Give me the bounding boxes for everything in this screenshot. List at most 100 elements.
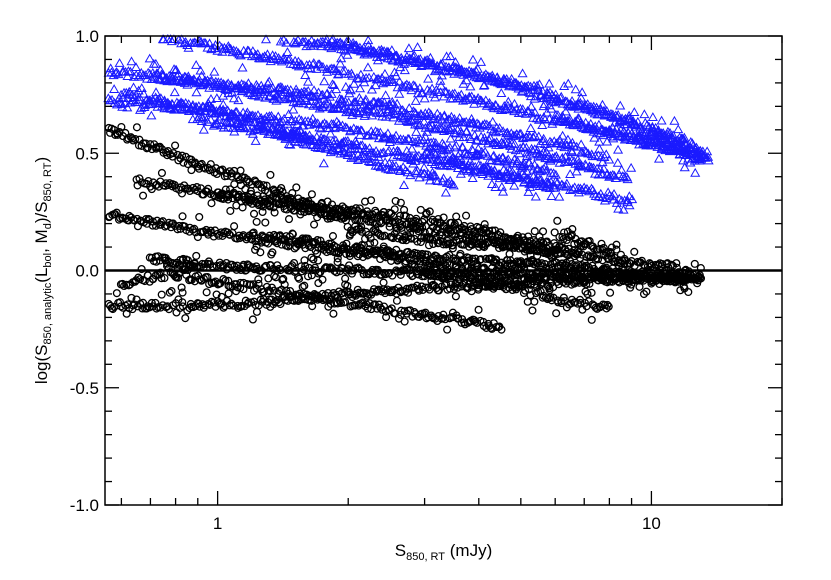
triangle-point: [547, 96, 559, 106]
triangle-point: [141, 73, 153, 83]
circle-point: [248, 229, 257, 238]
triangle-point: [187, 99, 198, 109]
circle-point: [635, 282, 644, 291]
triangle-point: [366, 84, 378, 94]
circle-point: [402, 236, 411, 245]
circle-point: [266, 170, 275, 179]
triangle-point: [326, 43, 337, 53]
y-axis-label-sub: d: [42, 223, 54, 229]
triangle-point: [594, 136, 605, 146]
circle-point: [680, 284, 689, 293]
triangle-point: [538, 146, 549, 156]
triangle-point: [335, 58, 346, 68]
circle-point: [532, 289, 541, 298]
triangle-point: [525, 81, 536, 91]
circle-point: [529, 257, 538, 266]
triangle-point: [444, 142, 455, 152]
triangle-point: [496, 181, 507, 191]
circle-point: [445, 284, 455, 293]
triangle-point: [256, 112, 267, 122]
triangle-point: [262, 124, 273, 134]
triangle-point: [425, 171, 437, 181]
circle-point: [681, 274, 690, 283]
triangle-point: [415, 119, 426, 129]
y-tick-label: 0.0: [75, 262, 99, 281]
triangle-point: [676, 133, 687, 143]
circle-point: [412, 281, 422, 290]
triangle-point: [144, 68, 155, 78]
circle-point: [341, 274, 350, 283]
triangle-point: [608, 188, 620, 198]
triangle-point: [475, 57, 487, 66]
circle-point: [480, 220, 489, 229]
y-axis-label-part: )/S: [32, 201, 51, 223]
triangle-point: [449, 127, 460, 137]
triangle-point: [201, 102, 212, 112]
circle-point: [132, 123, 141, 132]
triangle-point: [543, 142, 554, 152]
triangle-point: [567, 147, 578, 157]
triangle-point: [480, 146, 491, 156]
circle-point: [252, 284, 261, 293]
circle-point: [555, 233, 564, 242]
triangle-point: [567, 119, 578, 129]
triangle-point: [615, 100, 626, 110]
circle-point: [363, 291, 372, 300]
triangle-point: [116, 99, 127, 108]
triangle-point: [340, 65, 351, 75]
circle-point: [396, 211, 405, 220]
triangle-point: [597, 99, 608, 109]
circle-point: [171, 141, 180, 150]
triangle-point: [455, 153, 466, 163]
circle-point: [300, 256, 309, 265]
triangle-point: [380, 111, 391, 121]
circle-point: [568, 225, 577, 234]
triangle-point: [166, 36, 177, 46]
triangle-point: [319, 118, 330, 128]
circle-point: [439, 310, 448, 319]
triangle-point: [225, 116, 236, 126]
triangle-point: [594, 143, 605, 153]
circle-point: [308, 292, 317, 301]
triangle-point: [259, 126, 270, 135]
axis-tick-labels: 1 101.00.50.0-0.5-1.0: [70, 27, 661, 533]
triangle-point: [521, 142, 532, 152]
triangle-point: [644, 133, 655, 143]
triangle-point: [204, 38, 215, 48]
triangle-point: [255, 85, 266, 95]
triangle-point: [467, 167, 478, 177]
triangle-point: [692, 154, 703, 164]
triangle-point: [388, 162, 399, 171]
triangle-point: [524, 182, 536, 191]
triangle-point: [485, 133, 496, 143]
circle-point: [672, 259, 681, 268]
triangle-point: [612, 157, 623, 167]
triangle-point: [432, 61, 443, 71]
triangle-point: [370, 126, 381, 136]
triangle-point: [265, 90, 276, 100]
triangle-point: [575, 92, 587, 102]
triangle-point: [361, 103, 372, 113]
circle-point: [243, 175, 252, 184]
triangle-point: [250, 136, 261, 145]
triangle-point: [565, 185, 576, 195]
circle-point: [335, 297, 344, 306]
circle-point: [252, 217, 261, 226]
triangle-point: [668, 130, 679, 140]
triangle-point: [611, 123, 622, 133]
triangle-point: [354, 83, 366, 93]
circle-point: [379, 208, 389, 217]
circle-point: [308, 302, 317, 311]
triangle-point: [347, 70, 358, 80]
circle-point: [556, 261, 565, 270]
circle-point: [461, 211, 471, 220]
circle-point: [177, 283, 186, 292]
triangle-point: [277, 89, 288, 99]
triangle-point: [167, 99, 178, 109]
triangle-point: [360, 96, 371, 106]
triangle-point: [537, 120, 548, 130]
triangle-point: [547, 153, 558, 162]
triangle-point: [420, 131, 431, 141]
triangle-point: [483, 134, 494, 144]
triangle-point: [252, 121, 263, 131]
